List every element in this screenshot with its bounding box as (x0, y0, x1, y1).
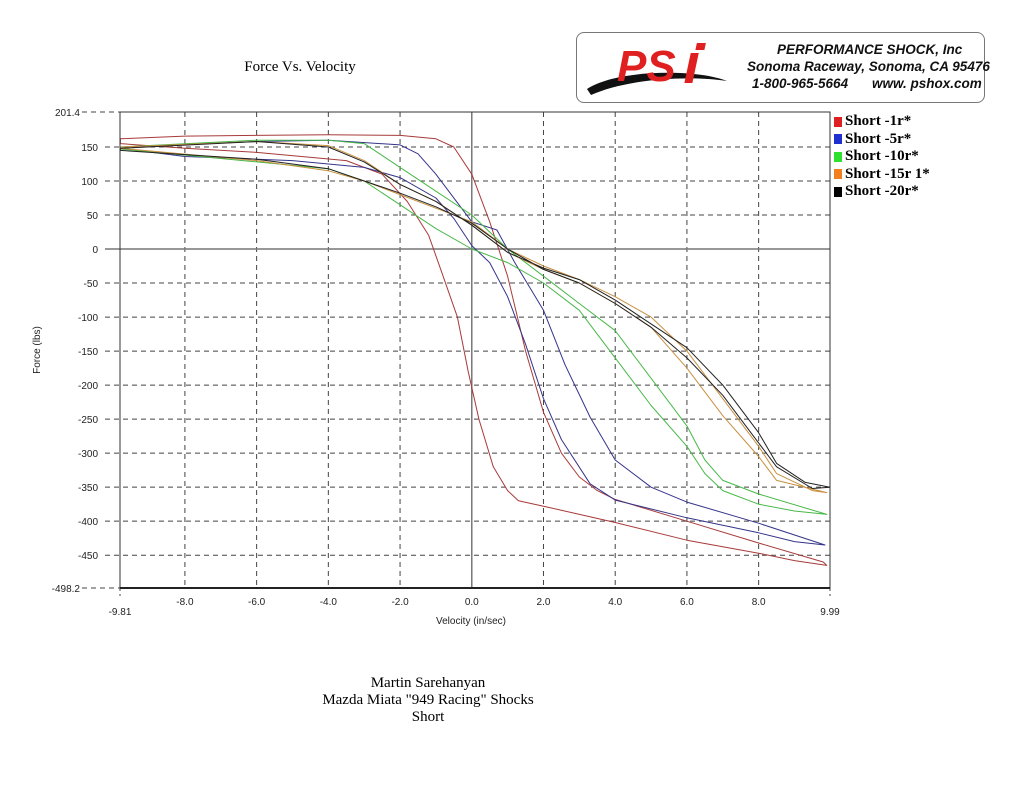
y-tick-label: -400 (78, 517, 98, 528)
x-tick-label: -2.0 (391, 597, 409, 608)
legend: Short -1r* Short -5r* Short -10r* Short -15… (834, 113, 930, 201)
y-tick-label: -350 (78, 483, 98, 494)
legend-item: Short -15r 1* (834, 166, 930, 184)
y-max-label: 201.4 (55, 108, 80, 119)
x-tick-label: -8.0 (176, 597, 194, 608)
series-line-3 (119, 139, 828, 515)
legend-label: Short -5r* (845, 130, 912, 147)
legend-label: Short -10r* (845, 148, 919, 164)
tick-labels: -8.0 -6.0 -4.0 -2.0 0.0 2.0 4.0 6.0 8.0 150 100 50 0… (52, 108, 841, 618)
x-tick-label: -6.0 (248, 597, 266, 608)
y-tick-label: 50 (87, 211, 99, 222)
series-line-5 (119, 141, 831, 489)
y-tick-label: -100 (78, 313, 98, 324)
x-min-label: -9.81 (109, 607, 132, 618)
legend-swatch (834, 151, 842, 162)
logo-website: www. pshox.com (872, 76, 982, 91)
svg-text:PS: PS (617, 42, 676, 91)
series-line-1 (119, 134, 828, 566)
series-line-2 (119, 139, 826, 546)
y-tick-label: -450 (78, 551, 98, 562)
legend-label: Short -1r* (845, 113, 912, 129)
series-lines (119, 134, 831, 566)
footer-vehicle: Mazda Miata "949 Racing" Shocks (322, 692, 534, 708)
y-tick-label: -150 (78, 347, 98, 358)
legend-item: Short -20r* (834, 183, 930, 201)
x-tick-label: 2.0 (537, 597, 551, 608)
y-tick-label: 100 (81, 177, 98, 188)
y-tick-label: -300 (78, 449, 98, 460)
grid (82, 111, 831, 596)
legend-item: Short -5r* (834, 131, 930, 149)
x-axis-label: Velocity (in/sec) (436, 616, 506, 627)
legend-item: Short -10r* (834, 148, 930, 166)
footer-author: Martin Sarehanyan (370, 675, 486, 691)
y-axis-label: Force (lbs) (32, 326, 43, 374)
logo-address: Sonoma Raceway, Sonoma, CA 95476 (747, 59, 990, 74)
legend-label: Short -20r* (845, 183, 919, 199)
x-tick-label: 4.0 (608, 597, 622, 608)
x-max-label: 9.99 (820, 607, 840, 618)
y-min-label: -498.2 (52, 584, 81, 595)
x-tick-label: 8.0 (752, 597, 766, 608)
y-tick-label: 0 (92, 245, 98, 256)
y-tick-label: -250 (78, 415, 98, 426)
chart-title: Force Vs. Velocity (244, 59, 356, 75)
x-tick-label: 0.0 (465, 597, 479, 608)
legend-swatch (834, 186, 842, 197)
y-tick-label: -200 (78, 381, 98, 392)
x-tick-label: -4.0 (320, 597, 338, 608)
legend-label: Short -15r 1* (845, 165, 930, 182)
legend-swatch (834, 169, 842, 180)
legend-swatch (834, 116, 842, 127)
psi-logo-mark: PS (587, 42, 727, 95)
psi-logo: PS PERFORMANCE SHOCK, Inc Sonoma Raceway… (576, 32, 990, 103)
y-tick-label: -50 (84, 279, 99, 290)
footer-setting: Short (411, 709, 445, 725)
footer: Martin Sarehanyan Mazda Miata "949 Racin… (228, 675, 628, 726)
x-tick-label: 6.0 (680, 597, 694, 608)
y-tick-label: 150 (81, 143, 98, 154)
logo-phone: 1-800-965-5664 (752, 76, 849, 91)
logo-company: PERFORMANCE SHOCK, Inc (777, 42, 963, 57)
legend-item: Short -1r* (834, 113, 930, 131)
legend-swatch (834, 134, 842, 145)
